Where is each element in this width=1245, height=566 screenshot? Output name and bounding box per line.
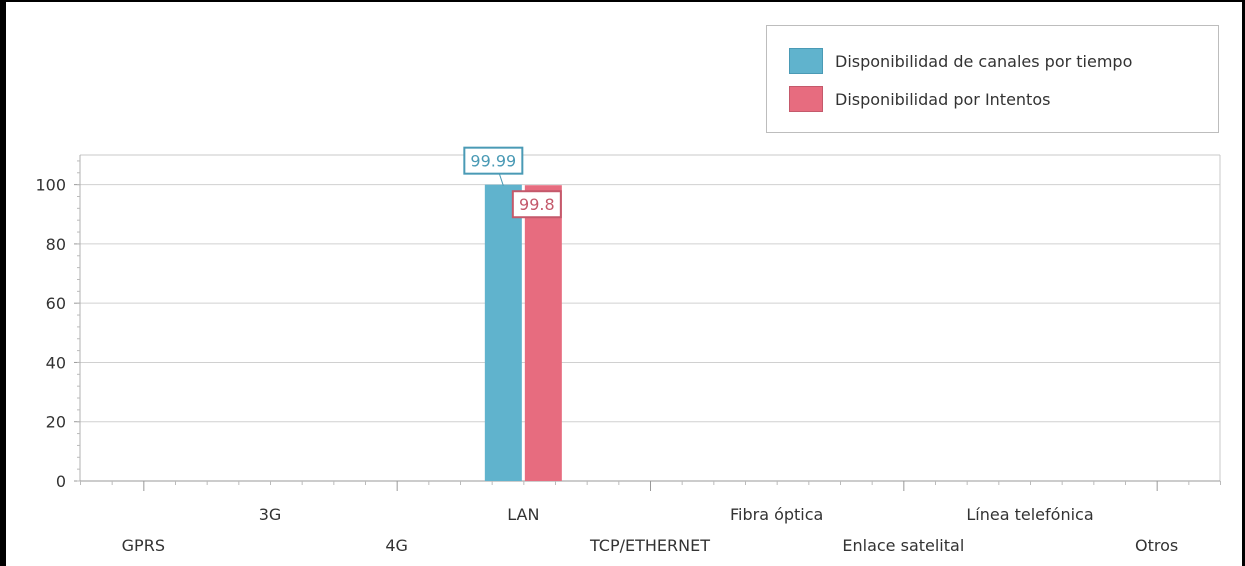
bars <box>484 184 562 481</box>
y-tick-label: 60 <box>46 294 66 313</box>
data-labels: 99.99 99.8 <box>463 146 562 219</box>
data-label: 99.99 <box>470 152 516 171</box>
data-label-box <box>511 190 562 219</box>
x-tick-label: Fibra óptica <box>730 505 823 524</box>
legend-label-series-2: Disponibilidad por Intentos <box>835 89 1051 109</box>
bar[interactable] <box>484 184 522 481</box>
legend: Disponibilidad de canales por tiempo Dis… <box>766 25 1219 133</box>
y-tick-label: 40 <box>46 353 66 372</box>
legend-swatch-series-2 <box>789 86 823 112</box>
grid-lines <box>80 184 1220 423</box>
axes <box>79 154 1221 482</box>
x-tick-label: GPRS <box>122 536 165 555</box>
x-tick-label: 4G <box>385 536 408 555</box>
legend-swatch-series-1 <box>789 48 823 74</box>
y-tick-label: 20 <box>46 413 66 432</box>
legend-item-series-1[interactable]: Disponibilidad de canales por tiempo <box>789 47 1132 75</box>
x-tick-label: Línea telefónica <box>966 505 1093 524</box>
legend-item-series-2[interactable]: Disponibilidad por Intentos <box>789 85 1050 113</box>
y-axis-ticks: 0 20 40 60 80 100 <box>35 160 80 491</box>
data-label-box <box>463 146 524 175</box>
legend-label-series-1: Disponibilidad de canales por tiempo <box>835 51 1133 71</box>
data-label: 99.8 <box>519 195 555 214</box>
x-tick-label: Enlace satelital <box>842 536 964 555</box>
data-label-leader <box>498 173 504 186</box>
y-tick-label: 0 <box>56 472 66 491</box>
y-tick-label: 80 <box>46 235 66 254</box>
x-tick-label: TCP/ETHERNET <box>589 536 710 555</box>
x-tick-label: Otros <box>1135 536 1178 555</box>
x-tick-label: LAN <box>507 505 539 524</box>
x-axis-ticks: GPRS 3G 4G LAN TCP/ETHERNET Fibra óptica Enlac… <box>80 481 1221 555</box>
bar[interactable] <box>524 185 562 481</box>
y-tick-label: 100 <box>35 176 66 195</box>
x-tick-label: 3G <box>259 505 282 524</box>
